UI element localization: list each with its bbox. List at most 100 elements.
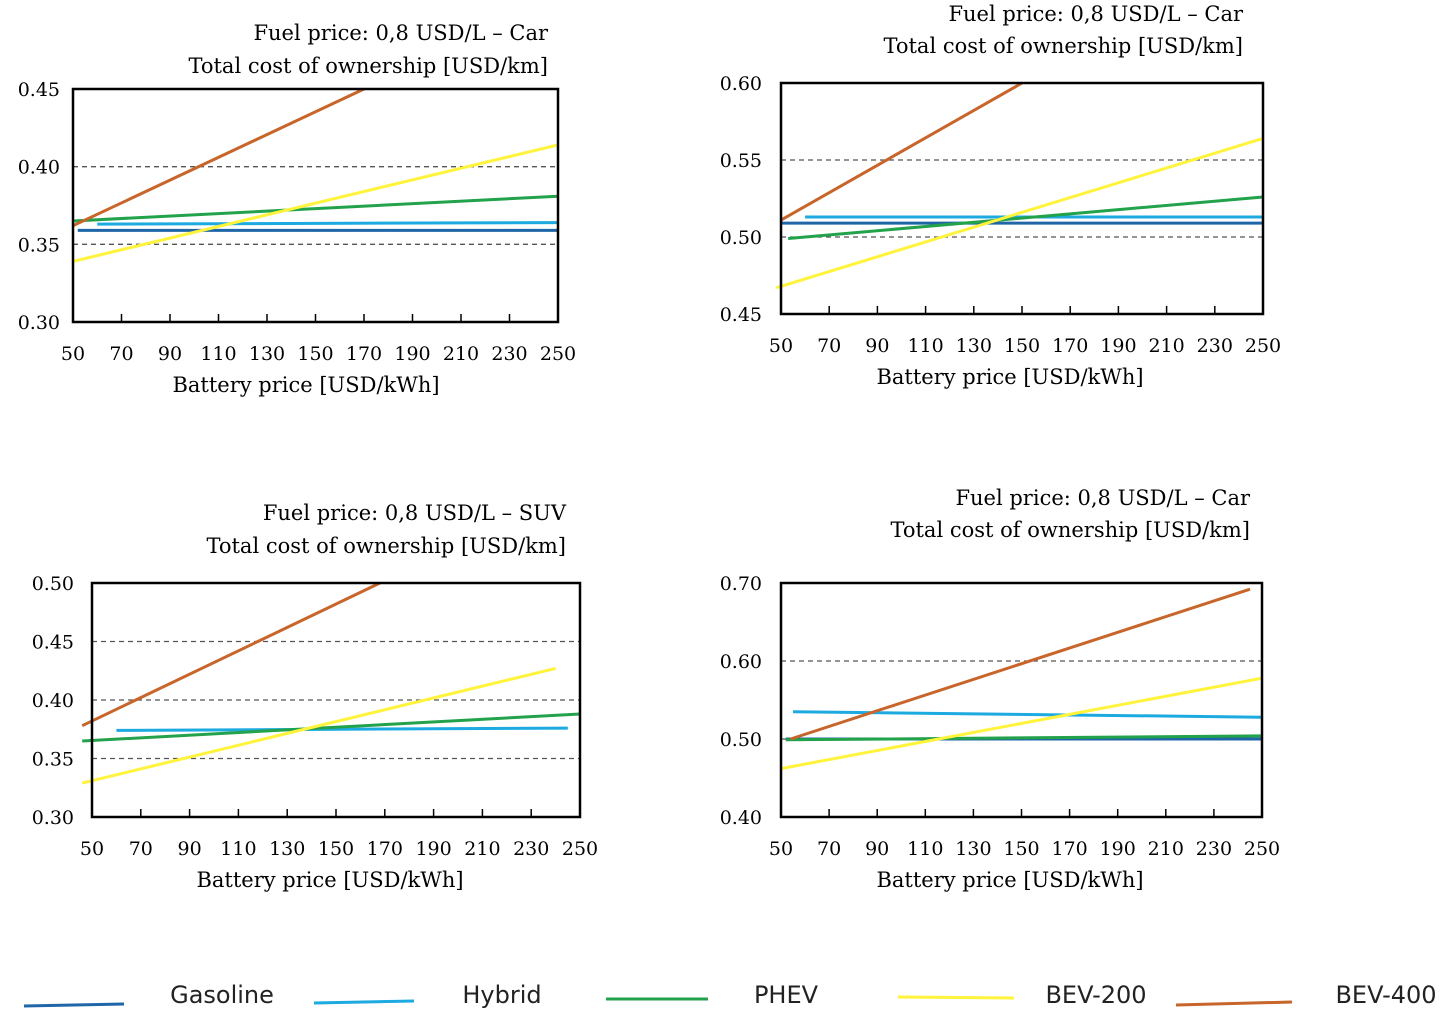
legend-swatch-bev-400 <box>1175 1000 1293 1007</box>
x-tick-label: 90 <box>865 335 889 357</box>
legend-swatch-gasoline <box>23 1002 125 1008</box>
x-tick-label: 90 <box>865 838 889 860</box>
chart-subtitle: Total cost of ownership [USD/km] <box>206 534 566 558</box>
x-tick-label: 70 <box>817 838 841 860</box>
chart-title: Fuel price: 0,8 USD/L – Car <box>955 486 1251 510</box>
x-axis-label: Battery price [USD/kWh] <box>196 868 463 892</box>
x-tick-label: 50 <box>80 838 104 860</box>
chart-legend: Gasoline Hybrid PHEV BEV-200 BEV-400 <box>23 981 1437 1009</box>
series-line-bev-400 <box>81 581 381 728</box>
legend-swatch-hybrid <box>313 999 415 1005</box>
series-line-hybrid <box>116 726 568 732</box>
x-tick-label: 130 <box>956 335 992 357</box>
x-tick-label: 150 <box>297 343 333 365</box>
chart-title: Fuel price: 0,8 USD/L – SUV <box>263 501 567 525</box>
y-tick-label: 0.35 <box>32 749 74 771</box>
x-tick-label: 150 <box>1004 335 1040 357</box>
chart-panel-4: Fuel price: 0,8 USD/L – Car Total cost o… <box>720 486 1280 892</box>
series-line-phev <box>788 195 1264 240</box>
chart-subtitle: Total cost of ownership [USD/km] <box>883 34 1243 58</box>
x-tick-label: 70 <box>129 838 153 860</box>
y-tick-label: 0.60 <box>720 73 762 95</box>
x-tick-label: 110 <box>220 838 256 860</box>
y-tick-label: 0.45 <box>720 304 762 326</box>
y-tick-label: 0.40 <box>720 807 762 829</box>
y-tick-label: 0.70 <box>720 573 762 595</box>
x-tick-label: 230 <box>1196 838 1232 860</box>
y-tick-label: 0.30 <box>18 312 60 334</box>
plot-frame <box>779 81 1265 316</box>
x-tick-label: 110 <box>907 838 943 860</box>
x-tick-label: 190 <box>1100 838 1136 860</box>
series-line-bev-400 <box>780 81 1023 222</box>
legend-label-gasoline: Gasoline <box>170 981 274 1009</box>
series-line-phev <box>82 712 581 743</box>
x-tick-label: 230 <box>513 838 549 860</box>
x-axis-label: Battery price [USD/kWh] <box>172 373 439 397</box>
chart-panel-3: Fuel price: 0,8 USD/L – SUV Total cost o… <box>32 501 598 892</box>
y-tick-label: 0.45 <box>18 79 60 101</box>
x-tick-label: 230 <box>1197 335 1233 357</box>
series-line-phev <box>72 194 559 223</box>
y-tick-label: 0.40 <box>32 690 74 712</box>
x-tick-label: 110 <box>907 335 943 357</box>
x-tick-label: 130 <box>269 838 305 860</box>
chart-title: Fuel price: 0,8 USD/L – Car <box>948 2 1244 26</box>
plot-frame <box>71 87 560 324</box>
x-tick-label: 190 <box>1100 335 1136 357</box>
legend-swatch-bev-200 <box>897 995 1015 1000</box>
legend-label-phev: PHEV <box>754 981 819 1009</box>
plot-frame <box>779 581 1264 819</box>
x-axis-label: Battery price [USD/kWh] <box>876 868 1143 892</box>
chart-panel-1: Fuel price: 0,8 USD/L – Car Total cost o… <box>18 21 576 397</box>
x-tick-label: 170 <box>367 838 403 860</box>
series-line-bev-400 <box>72 87 365 228</box>
x-tick-label: 250 <box>540 343 576 365</box>
x-axis-label: Battery price [USD/kWh] <box>876 365 1143 389</box>
series-line-bev-200 <box>72 143 559 263</box>
y-tick-label: 0.60 <box>720 651 762 673</box>
x-tick-label: 110 <box>200 343 236 365</box>
y-tick-label: 0.50 <box>720 227 762 249</box>
x-tick-label: 210 <box>464 838 500 860</box>
x-tick-label: 250 <box>562 838 598 860</box>
x-tick-label: 70 <box>109 343 133 365</box>
x-tick-label: 170 <box>346 343 382 365</box>
series-line-phev <box>785 734 1263 742</box>
x-tick-label: 170 <box>1051 838 1087 860</box>
series-line-bev-200 <box>775 136 1264 290</box>
legend-label-hybrid: Hybrid <box>462 981 541 1009</box>
y-tick-label: 0.50 <box>32 573 74 595</box>
series-line-hybrid <box>97 221 559 226</box>
x-tick-label: 210 <box>443 343 479 365</box>
y-tick-label: 0.55 <box>720 150 762 172</box>
x-tick-label: 150 <box>1003 838 1039 860</box>
x-tick-label: 190 <box>394 343 430 365</box>
x-tick-label: 70 <box>817 335 841 357</box>
y-tick-label: 0.35 <box>18 234 60 256</box>
x-tick-label: 130 <box>249 343 285 365</box>
legend-label-bev-400: BEV-400 <box>1335 981 1436 1009</box>
x-tick-label: 130 <box>955 838 991 860</box>
chart-panel-2: Fuel price: 0,8 USD/L – Car Total cost o… <box>720 2 1281 389</box>
x-tick-label: 190 <box>415 838 451 860</box>
y-tick-label: 0.30 <box>32 807 74 829</box>
series-line-bev-400 <box>790 587 1251 741</box>
x-tick-label: 210 <box>1148 838 1184 860</box>
y-tick-label: 0.40 <box>18 157 60 179</box>
series-line-bev-200 <box>81 666 556 785</box>
series-line-bev-200 <box>780 676 1263 771</box>
chart-subtitle: Total cost of ownership [USD/km] <box>188 54 548 78</box>
x-tick-label: 50 <box>61 343 85 365</box>
x-tick-label: 90 <box>158 343 182 365</box>
x-tick-label: 90 <box>178 838 202 860</box>
x-tick-label: 170 <box>1052 335 1088 357</box>
x-tick-label: 230 <box>491 343 527 365</box>
y-tick-label: 0.50 <box>720 729 762 751</box>
chart-title: Fuel price: 0,8 USD/L – Car <box>253 21 549 45</box>
x-tick-label: 250 <box>1244 838 1280 860</box>
chart-subtitle: Total cost of ownership [USD/km] <box>890 518 1250 542</box>
x-tick-label: 210 <box>1148 335 1184 357</box>
x-tick-label: 250 <box>1245 335 1281 357</box>
